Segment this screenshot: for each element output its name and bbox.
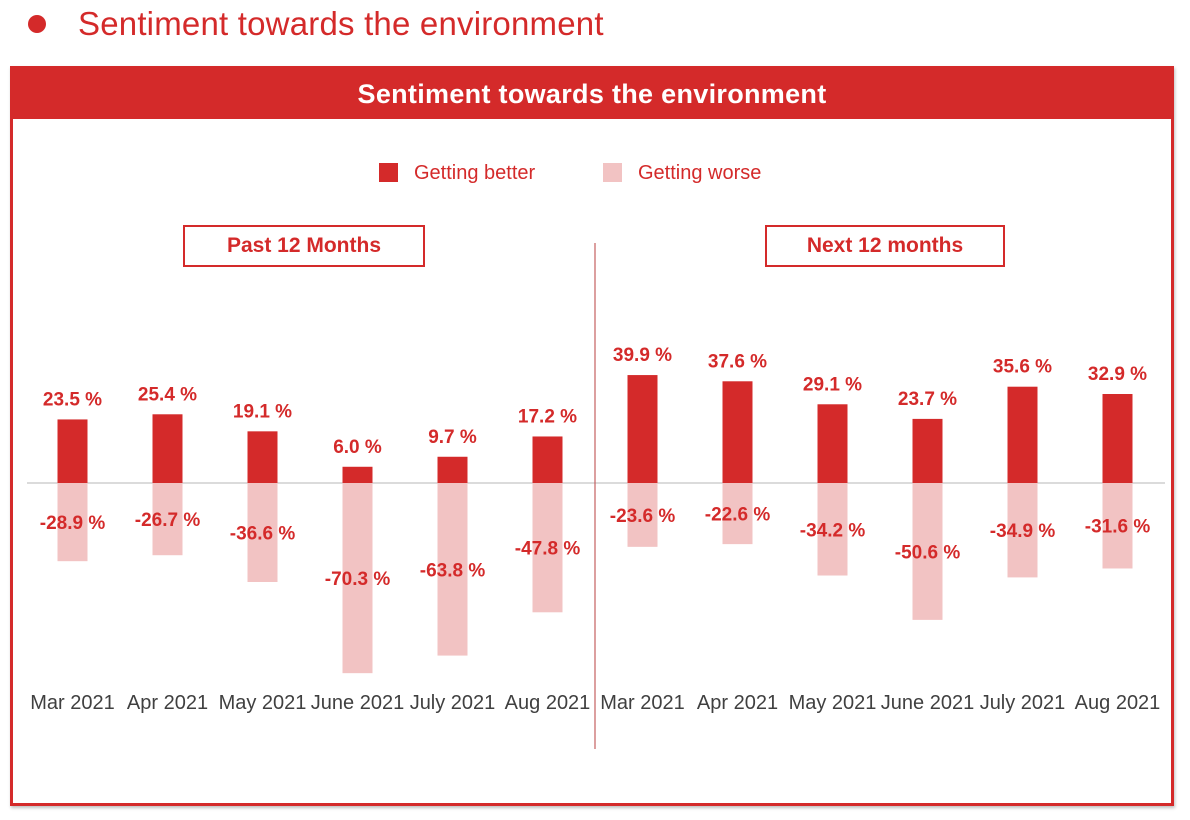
category-label-g1-2: May 2021 (789, 692, 877, 714)
label-worse-g0-5: -47.8 % (515, 539, 581, 560)
legend-swatch-better (379, 163, 398, 182)
label-better-g0-1: 25.4 % (138, 384, 197, 405)
bar-better-g0-2 (247, 431, 278, 483)
category-label-g0-3: June 2021 (311, 692, 404, 714)
bar-worse-g0-4 (437, 483, 468, 656)
bar-worse-g1-2 (817, 483, 848, 576)
bar-worse-g0-2 (247, 483, 278, 583)
bar-worse-g0-1 (152, 483, 183, 556)
label-better-g1-2: 29.1 % (803, 374, 862, 395)
label-worse-g0-1: -26.7 % (135, 510, 201, 531)
group-label-next: Next 12 months (765, 225, 1005, 267)
group-label-past: Past 12 Months (183, 225, 425, 267)
label-worse-g1-4: -34.9 % (990, 521, 1056, 542)
bar-worse-g1-0 (627, 483, 658, 547)
label-better-g0-5: 17.2 % (518, 406, 577, 427)
label-worse-g1-3: -50.6 % (895, 542, 961, 563)
bar-better-g0-5 (532, 436, 563, 483)
bar-better-g0-0 (57, 419, 88, 483)
bar-better-g1-3 (912, 418, 943, 483)
page-heading: Sentiment towards the environment (28, 2, 604, 46)
bar-better-g0-1 (152, 414, 183, 483)
category-label-g0-0: Mar 2021 (30, 692, 115, 714)
category-label-g1-3: June 2021 (881, 692, 974, 714)
bar-worse-g1-5 (1102, 483, 1133, 569)
label-worse-g1-2: -34.2 % (800, 520, 866, 541)
bar-better-g1-0 (627, 375, 658, 483)
category-label-g0-5: Aug 2021 (505, 692, 591, 714)
label-worse-g1-5: -31.6 % (1085, 517, 1151, 538)
label-worse-g0-2: -36.6 % (230, 524, 296, 545)
bar-better-g1-5 (1102, 394, 1133, 483)
category-label-g1-5: Aug 2021 (1075, 692, 1161, 714)
bar-better-g0-3 (342, 466, 373, 483)
category-label-g1-4: July 2021 (980, 692, 1066, 714)
category-label-g1-1: Apr 2021 (697, 692, 778, 714)
legend-swatch-worse (603, 163, 622, 182)
bar-worse-g1-3 (912, 483, 943, 620)
category-label-g0-2: May 2021 (219, 692, 307, 714)
bar-better-g1-2 (817, 404, 848, 483)
label-worse-g1-0: -23.6 % (610, 506, 676, 527)
label-better-g0-4: 9.7 % (428, 427, 477, 448)
label-worse-g1-1: -22.6 % (705, 505, 771, 526)
bar-better-g1-1 (722, 381, 753, 483)
category-label-g0-4: July 2021 (410, 692, 496, 714)
bar-worse-g1-4 (1007, 483, 1038, 578)
label-worse-g0-4: -63.8 % (420, 560, 486, 581)
bar-worse-g1-1 (722, 483, 753, 545)
label-better-g0-3: 6.0 % (333, 437, 382, 458)
label-worse-g0-0: -28.9 % (40, 513, 106, 534)
bar-worse-g0-5 (532, 483, 563, 613)
chart-title: Sentiment towards the environment (13, 69, 1171, 119)
label-better-g0-0: 23.5 % (43, 389, 102, 410)
bar-worse-g0-0 (57, 483, 88, 562)
legend-label-worse: Getting worse (638, 162, 761, 184)
bullet-icon (28, 15, 46, 33)
label-better-g1-1: 37.6 % (708, 351, 767, 372)
label-worse-g0-3: -70.3 % (325, 569, 391, 590)
label-better-g1-5: 32.9 % (1088, 364, 1147, 385)
bar-better-g0-4 (437, 456, 468, 483)
bar-worse-g0-3 (342, 483, 373, 674)
label-better-g0-2: 19.1 % (233, 401, 292, 422)
legend-label-better: Getting better (414, 162, 536, 184)
chart-svg: Getting better Getting worse 23.5 % -28.9 %… (27, 162, 1165, 749)
category-label-g1-0: Mar 2021 (600, 692, 685, 714)
label-better-g1-3: 23.7 % (898, 389, 957, 410)
page-title: Sentiment towards the environment (78, 5, 604, 42)
label-better-g1-0: 39.9 % (613, 345, 672, 366)
chart-panel: Sentiment towards the environment Gettin… (10, 66, 1174, 806)
category-label-g0-1: Apr 2021 (127, 692, 208, 714)
label-better-g1-4: 35.6 % (993, 357, 1052, 378)
bar-better-g1-4 (1007, 386, 1038, 483)
